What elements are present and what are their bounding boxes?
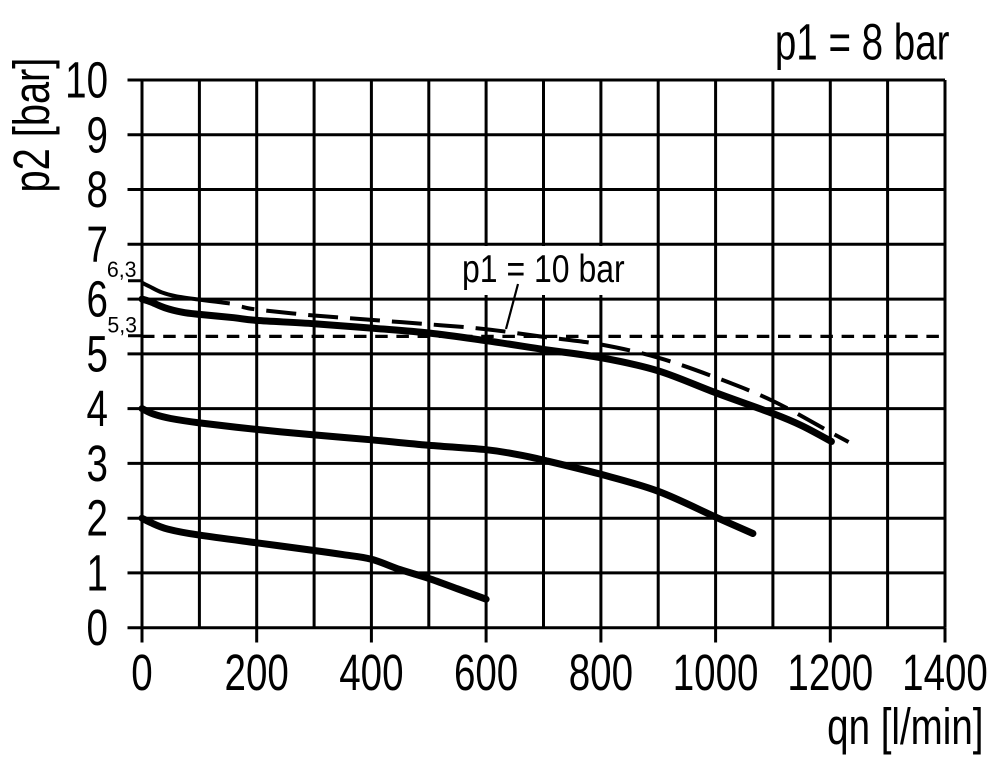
svg-text:p2 [bar]: p2 [bar] [3, 58, 60, 193]
svg-text:2: 2 [87, 489, 108, 547]
svg-text:6,3: 6,3 [107, 257, 137, 282]
svg-text:5: 5 [87, 325, 108, 383]
svg-text:3: 3 [87, 435, 108, 493]
svg-text:9: 9 [87, 106, 108, 164]
svg-text:200: 200 [225, 644, 289, 702]
svg-text:800: 800 [569, 644, 633, 702]
svg-text:p1 = 10 bar: p1 = 10 bar [462, 247, 625, 291]
svg-text:6: 6 [87, 270, 108, 328]
svg-text:600: 600 [454, 644, 518, 702]
svg-text:1400: 1400 [902, 644, 988, 702]
svg-text:0: 0 [87, 599, 108, 657]
svg-text:10: 10 [65, 51, 108, 109]
svg-text:0: 0 [131, 644, 152, 702]
svg-text:400: 400 [339, 644, 403, 702]
svg-text:8: 8 [87, 161, 108, 219]
svg-text:1: 1 [87, 544, 108, 602]
svg-text:qn [l/min]: qn [l/min] [827, 698, 983, 756]
svg-text:5,3: 5,3 [107, 312, 137, 337]
svg-text:1200: 1200 [787, 644, 873, 702]
svg-text:1000: 1000 [673, 644, 759, 702]
svg-text:7: 7 [87, 216, 108, 274]
svg-text:p1 = 8 bar: p1 = 8 bar [775, 13, 950, 71]
svg-text:4: 4 [87, 380, 108, 438]
